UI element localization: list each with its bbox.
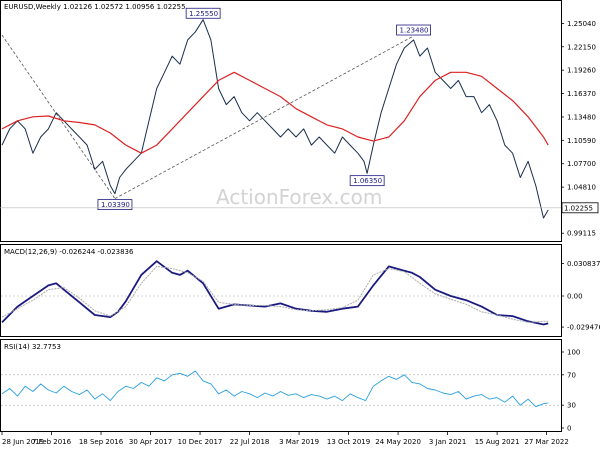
- trendline: [1, 34, 116, 199]
- annotation-label: 1.25550: [189, 10, 218, 18]
- xtick-label: 24 May 2020: [375, 438, 421, 446]
- price-series: [1, 19, 549, 219]
- xtick-label: 7 Feb 2016: [32, 438, 72, 446]
- ytick-label: 1.25040: [567, 20, 596, 28]
- price-trendlines: [1, 34, 414, 199]
- ytick-label: 0.030837: [567, 260, 600, 268]
- price-annotations: 1.25550 1.03390 1.06350 1.23480: [97, 7, 431, 211]
- xtick-label: 18 Sep 2016: [79, 438, 124, 446]
- price-pane-frame: [0, 0, 562, 242]
- rsi-series-line: [1, 370, 549, 408]
- macd-label: MACD(12,26,9) -0.026244 -0.023836: [4, 248, 134, 256]
- ytick-label: 1.10590: [567, 137, 596, 145]
- ytick-label: 1.19260: [567, 67, 596, 75]
- ma-series-line: [1, 71, 549, 154]
- rsi-pane: RSI(14) 32.7753 100 70 30 0: [0, 339, 580, 433]
- watermark: ActionForex.com: [216, 185, 382, 209]
- macd-yaxis-ticks: 0.030837 0.00 -0.029476: [561, 260, 600, 332]
- ytick-label: 1.07700: [567, 160, 596, 168]
- annotation-box: [349, 175, 385, 187]
- current-price-label: 1.02255: [564, 204, 593, 212]
- macd-series: [1, 260, 549, 326]
- ytick-label: 0.00: [567, 293, 583, 301]
- xtick-label: 28 Jun 2015: [2, 438, 44, 446]
- rsi-yaxis-ticks: 100 70 30 0: [561, 349, 580, 433]
- xtick-label: 3 Jan 2021: [429, 438, 467, 446]
- ytick-label: 0.99115: [567, 230, 596, 238]
- macd-pane-frame: [0, 244, 562, 337]
- current-price-box: [561, 202, 599, 214]
- xtick-label: 13 Oct 2019: [327, 438, 370, 446]
- ytick-label: 30: [567, 402, 576, 410]
- ytick-label: 0: [567, 425, 571, 433]
- xtick-label: 22 Jul 2018: [230, 438, 270, 446]
- ytick-label: 1.04810: [567, 184, 596, 192]
- macd-series-line: [1, 260, 549, 326]
- annotation-label: 1.06350: [353, 177, 382, 185]
- xtick-label: 15 Aug 2021: [475, 438, 520, 446]
- xtick-label: 27 Mar 2022: [524, 438, 568, 446]
- macd-pane: MACD(12,26,9) -0.026244 -0.023836 0.0308…: [0, 244, 600, 337]
- annotation-box: [396, 24, 431, 36]
- price-series-line: [1, 19, 549, 219]
- symbol-header: EURUSD,Weekly 1.02126 1.02572 1.00956 1.…: [4, 3, 186, 11]
- annotation-label: 1.03390: [101, 201, 130, 209]
- xtick-label: 10 Dec 2017: [178, 438, 223, 446]
- rsi-pane-frame: [0, 339, 562, 432]
- xtick-label: 3 Mar 2019: [279, 438, 319, 446]
- price-yaxis-ticks: 1.25040 1.22150 1.19260 1.16370 1.13480 1.105…: [561, 20, 596, 238]
- price-pane: EURUSD,Weekly 1.02126 1.02572 1.00956 1.…: [0, 0, 599, 242]
- ytick-label: 1.16370: [567, 90, 596, 98]
- rsi-series: [1, 370, 549, 408]
- ytick-label: 1.13480: [567, 113, 596, 121]
- signal-series-line: [1, 265, 549, 323]
- current-price-badge: 1.02255: [0, 202, 599, 214]
- ytick-label: 100: [567, 349, 580, 357]
- trendline: [114, 35, 414, 199]
- rsi-label: RSI(14) 32.7753: [4, 343, 61, 351]
- ytick-label: 1.22150: [567, 43, 596, 51]
- annotation-label: 1.23480: [400, 27, 429, 35]
- ytick-label: 70: [567, 371, 576, 379]
- ytick-label: -0.029476: [567, 324, 600, 332]
- annotation-box: [185, 7, 221, 19]
- xtick-label: 30 Apr 2017: [129, 438, 172, 446]
- annotation-box: [97, 199, 133, 211]
- rsi-grid: [1, 374, 561, 406]
